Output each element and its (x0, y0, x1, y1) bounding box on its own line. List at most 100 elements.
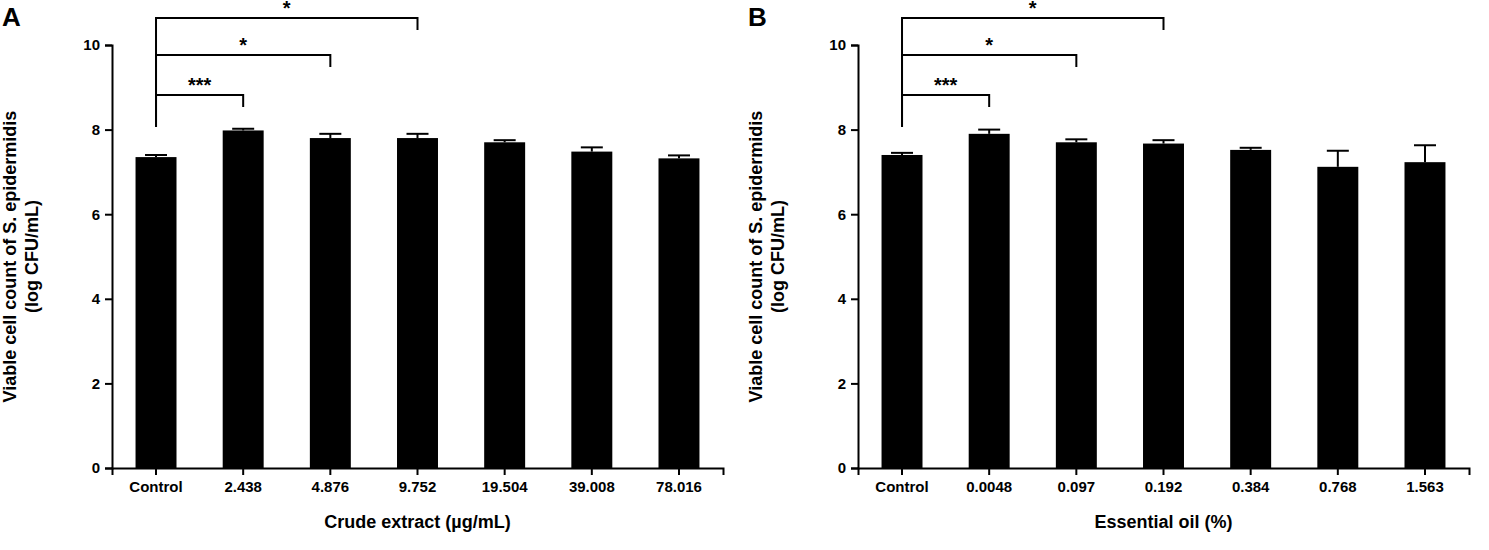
bar (397, 138, 438, 468)
tick-mark (105, 383, 112, 385)
bracket-line (156, 55, 330, 127)
tick: Control (875, 468, 928, 495)
y-axis-title: Viable cell count of S. epidermidis (0, 111, 20, 403)
tick-label: 39.008 (569, 478, 615, 495)
y-axis-title: Viable cell count of S. epidermidis (746, 111, 766, 403)
tick: 0 (92, 459, 112, 476)
x-axis: Control 0.0048 0.097 0.192 0.384 0.768 1.563 (859, 468, 1470, 495)
axis-line (859, 469, 1470, 476)
x-axis-title: Essential oil (%) (1094, 512, 1232, 532)
axis-line (113, 469, 724, 476)
tick-mark (105, 45, 112, 47)
tick-mark (1424, 468, 1426, 475)
bar (969, 134, 1010, 468)
tick-label: 4 (838, 290, 847, 307)
bracket-line (156, 18, 417, 127)
error-bar (319, 134, 341, 138)
tick-mark (105, 214, 112, 216)
error-bar (1153, 140, 1175, 143)
significance-label: * (985, 34, 993, 56)
error-bar-cap (1327, 150, 1349, 152)
error-bar-cap (407, 133, 429, 135)
tick-mark (105, 298, 112, 300)
tick: 1.563 (1406, 468, 1444, 495)
tick: 19.504 (482, 468, 529, 495)
x-axis: Control2.4384.8769.75219.50439.00878.016 (113, 468, 724, 495)
tick: 78.016 (656, 468, 702, 495)
x-axis-title: Crude extract (µg/mL) (324, 512, 510, 532)
tick-label: 9.752 (399, 478, 437, 495)
tick-mark (851, 298, 858, 300)
error-bar-cap (494, 139, 516, 141)
significance-label: *** (188, 74, 212, 96)
tick-mark (591, 468, 593, 475)
tick-mark (417, 468, 419, 475)
bar (882, 155, 923, 468)
tick-mark (329, 468, 331, 475)
bar (1230, 150, 1271, 468)
error-bar (1414, 145, 1436, 162)
tick: 8 (838, 121, 858, 138)
error-bar (978, 130, 1000, 134)
bar (1405, 162, 1446, 468)
tick-label: 0.384 (1232, 478, 1270, 495)
tick-mark (851, 214, 858, 216)
tick: 2 (92, 375, 112, 392)
y-axis-title: (log CFU/mL) (768, 200, 788, 313)
tick: 6 (92, 206, 112, 223)
tick-mark (851, 45, 858, 47)
tick: 4 (838, 290, 858, 307)
bar (1143, 144, 1184, 468)
tick-label: 8 (92, 121, 100, 138)
error-bar (891, 153, 913, 155)
tick-label: 0.097 (1058, 478, 1096, 495)
error-bar (1065, 139, 1087, 142)
tick-label: 4 (92, 290, 101, 307)
axis-line (105, 46, 113, 469)
tick-mark (155, 468, 157, 475)
bar (136, 157, 177, 468)
error-bar-cap (1153, 139, 1175, 141)
tick: 39.008 (569, 468, 615, 495)
y-axis: 0 2 4 6 8 10 (83, 36, 112, 476)
tick: 0.0048 (966, 468, 1012, 495)
tick-label: 78.016 (656, 478, 702, 495)
significance-bracket: * (156, 0, 417, 127)
tick-label: 10 (829, 36, 846, 53)
significance-label: * (239, 34, 247, 56)
tick-mark (851, 129, 858, 131)
tick-label: 2 (838, 375, 846, 392)
tick-mark (901, 468, 903, 475)
tick: 6 (838, 206, 858, 223)
error-bar (581, 147, 603, 151)
bracket-line (156, 95, 243, 127)
bar (484, 142, 525, 468)
error-bar-stem (1337, 151, 1339, 167)
tick-mark (105, 129, 112, 131)
tick: 8 (92, 121, 112, 138)
error-bar-cap (581, 146, 603, 148)
tick-mark (504, 468, 506, 475)
tick: 0.192 (1145, 468, 1183, 495)
error-bar-cap (145, 154, 167, 156)
y-axis: 0246810 (829, 36, 858, 476)
error-bar-cap (319, 133, 341, 135)
panel: 0246810Control0.00480.0970.1920.3840.768… (746, 0, 1470, 532)
error-bar-cap (668, 154, 690, 156)
figure: 0 2 4 6 8 10 Control 2.438 4.876 9.752 19.504 39.00… (0, 0, 1489, 550)
bar (223, 130, 264, 468)
tick-label: 4.876 (312, 478, 350, 495)
tick-label: 0.0048 (966, 478, 1012, 495)
tick-label: 6 (92, 206, 100, 223)
error-bar (232, 129, 254, 131)
tick-label: 10 (83, 36, 100, 53)
error-bar (1240, 148, 1262, 150)
tick: 0.097 (1058, 468, 1096, 495)
tick-label: 2.438 (224, 478, 262, 495)
error-bar-cap (1240, 147, 1262, 149)
bar (310, 138, 351, 468)
tick-mark (1163, 468, 1165, 475)
bracket-line (902, 18, 1163, 127)
tick-label: 0.192 (1145, 478, 1183, 495)
tick-label: 0.768 (1319, 478, 1357, 495)
